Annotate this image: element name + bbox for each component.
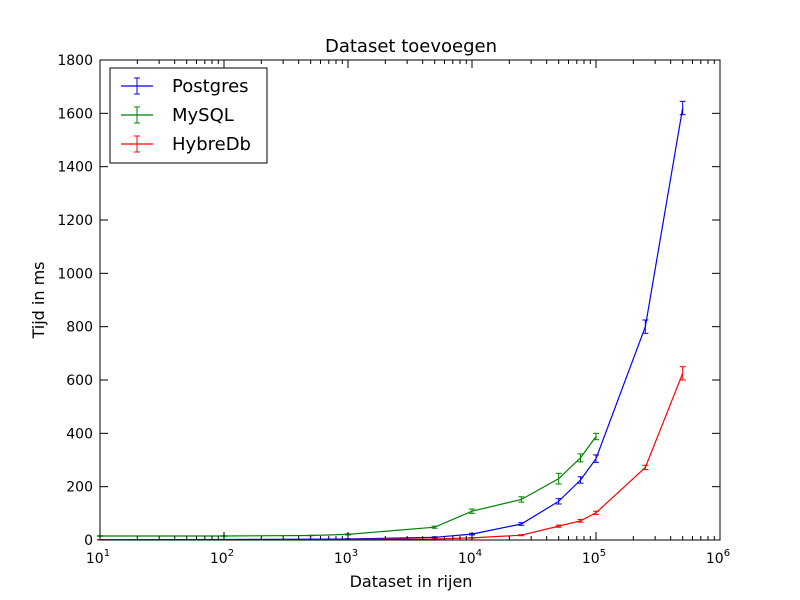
error-bar: [518, 496, 525, 503]
y-tick: 1400: [57, 160, 720, 176]
x-tick-label: 105: [582, 548, 606, 567]
x-tick: 105: [582, 60, 606, 567]
x-tick-label: 106: [706, 548, 730, 567]
error-bar: [555, 472, 562, 485]
error-bar: [555, 498, 562, 505]
legend-entry-hybredb: HybreDb: [121, 134, 251, 155]
y-tick-label: 1200: [57, 213, 93, 229]
y-tick: 1000: [57, 266, 720, 282]
y-tick: 200: [66, 480, 720, 496]
y-tick: 400: [66, 426, 720, 442]
y-tick-label: 200: [66, 480, 93, 496]
error-bar: [642, 464, 649, 471]
error-bar: [469, 508, 475, 514]
x-tick: 102: [210, 60, 234, 567]
x-tick-label: 103: [334, 548, 358, 567]
error-bar: [642, 319, 649, 334]
y-tick: 1200: [57, 213, 720, 229]
plot-area: [97, 100, 686, 541]
y-tick: 1600: [57, 106, 720, 122]
error-bar: [593, 454, 599, 463]
y-tick-label: 600: [66, 373, 93, 389]
x-axis-label: Dataset in rijen: [350, 572, 473, 591]
y-tick-label: 1400: [57, 160, 93, 176]
legend: Postgres MySQL HybreDb: [109, 67, 268, 164]
error-bar: [577, 453, 584, 463]
error-bar: [555, 524, 562, 528]
legend-label: Postgres: [172, 76, 249, 97]
error-bar: [518, 534, 525, 537]
axis-ticks: 0 200 400 600 800 1000 1200 1400 1600 1800 101 102 1…: [57, 53, 730, 567]
error-bar: [593, 510, 599, 515]
y-tick-label: 1800: [57, 53, 93, 69]
series-line-postgres: [99, 107, 684, 541]
y-tick-label: 1600: [57, 106, 93, 122]
y-tick-label: 0: [84, 533, 93, 549]
legend-label: HybreDb: [172, 134, 251, 155]
error-bar: [577, 476, 584, 484]
error-bar: [577, 518, 584, 523]
y-axis-label: Tijd in ms: [29, 261, 48, 339]
x-tick: 106: [706, 60, 730, 567]
error-bar: [593, 432, 599, 441]
y-tick-label: 800: [66, 320, 93, 336]
error-bar: [679, 100, 686, 116]
chart-title: Dataset toevoegen: [325, 36, 497, 57]
y-tick-label: 1000: [57, 266, 93, 282]
series-mysql: [97, 432, 599, 537]
error-bar: [679, 366, 686, 381]
legend-label: MySQL: [172, 105, 234, 126]
y-tick-label: 400: [66, 426, 93, 442]
x-tick-label: 104: [458, 548, 482, 567]
plot-frame: [99, 59, 721, 541]
series-line-mysql: [100, 436, 597, 537]
x-tick-label: 101: [86, 548, 110, 567]
error-bar: [518, 522, 525, 526]
error-bar: [431, 525, 438, 529]
legend-entry-mysql: MySQL: [121, 105, 234, 126]
y-tick: 800: [66, 320, 720, 336]
x-tick: 104: [458, 60, 482, 567]
series-postgres: [97, 100, 686, 541]
legend-entry-postgres: Postgres: [121, 76, 249, 97]
x-tick: 103: [334, 60, 358, 567]
error-bar: [307, 534, 314, 537]
y-tick: 600: [66, 373, 720, 389]
x-tick-label: 102: [210, 548, 234, 567]
